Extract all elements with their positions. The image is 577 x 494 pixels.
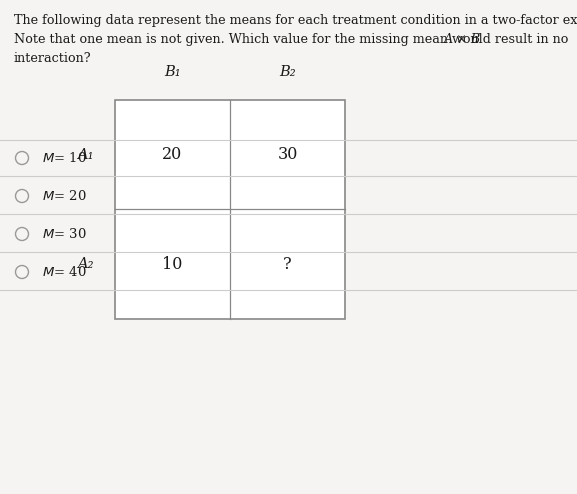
Text: ?: ? [283,256,292,273]
Text: A × B: A × B [444,33,481,46]
Text: B₂: B₂ [279,65,296,79]
Text: $\mathit{M}$= 40: $\mathit{M}$= 40 [42,265,87,279]
Text: Note that one mean is not given. Which value for the missing mean would result i: Note that one mean is not given. Which v… [14,33,572,46]
Bar [115,100,345,319]
Text: 30: 30 [278,146,298,163]
Text: $\mathit{M}$= 20: $\mathit{M}$= 20 [42,189,87,203]
Text: 20: 20 [162,146,183,163]
Text: $\mathit{M}$= 10: $\mathit{M}$= 10 [42,151,87,165]
Text: $\mathit{M}$= 30: $\mathit{M}$= 30 [42,227,87,241]
Text: A₁: A₁ [77,148,93,162]
Text: The following data represent the means for each treatment condition in a two-fac: The following data represent the means f… [14,14,577,27]
Text: interaction?: interaction? [14,52,92,65]
Text: A₂: A₂ [77,257,93,271]
Text: B₁: B₁ [164,65,181,79]
Text: 10: 10 [162,256,183,273]
